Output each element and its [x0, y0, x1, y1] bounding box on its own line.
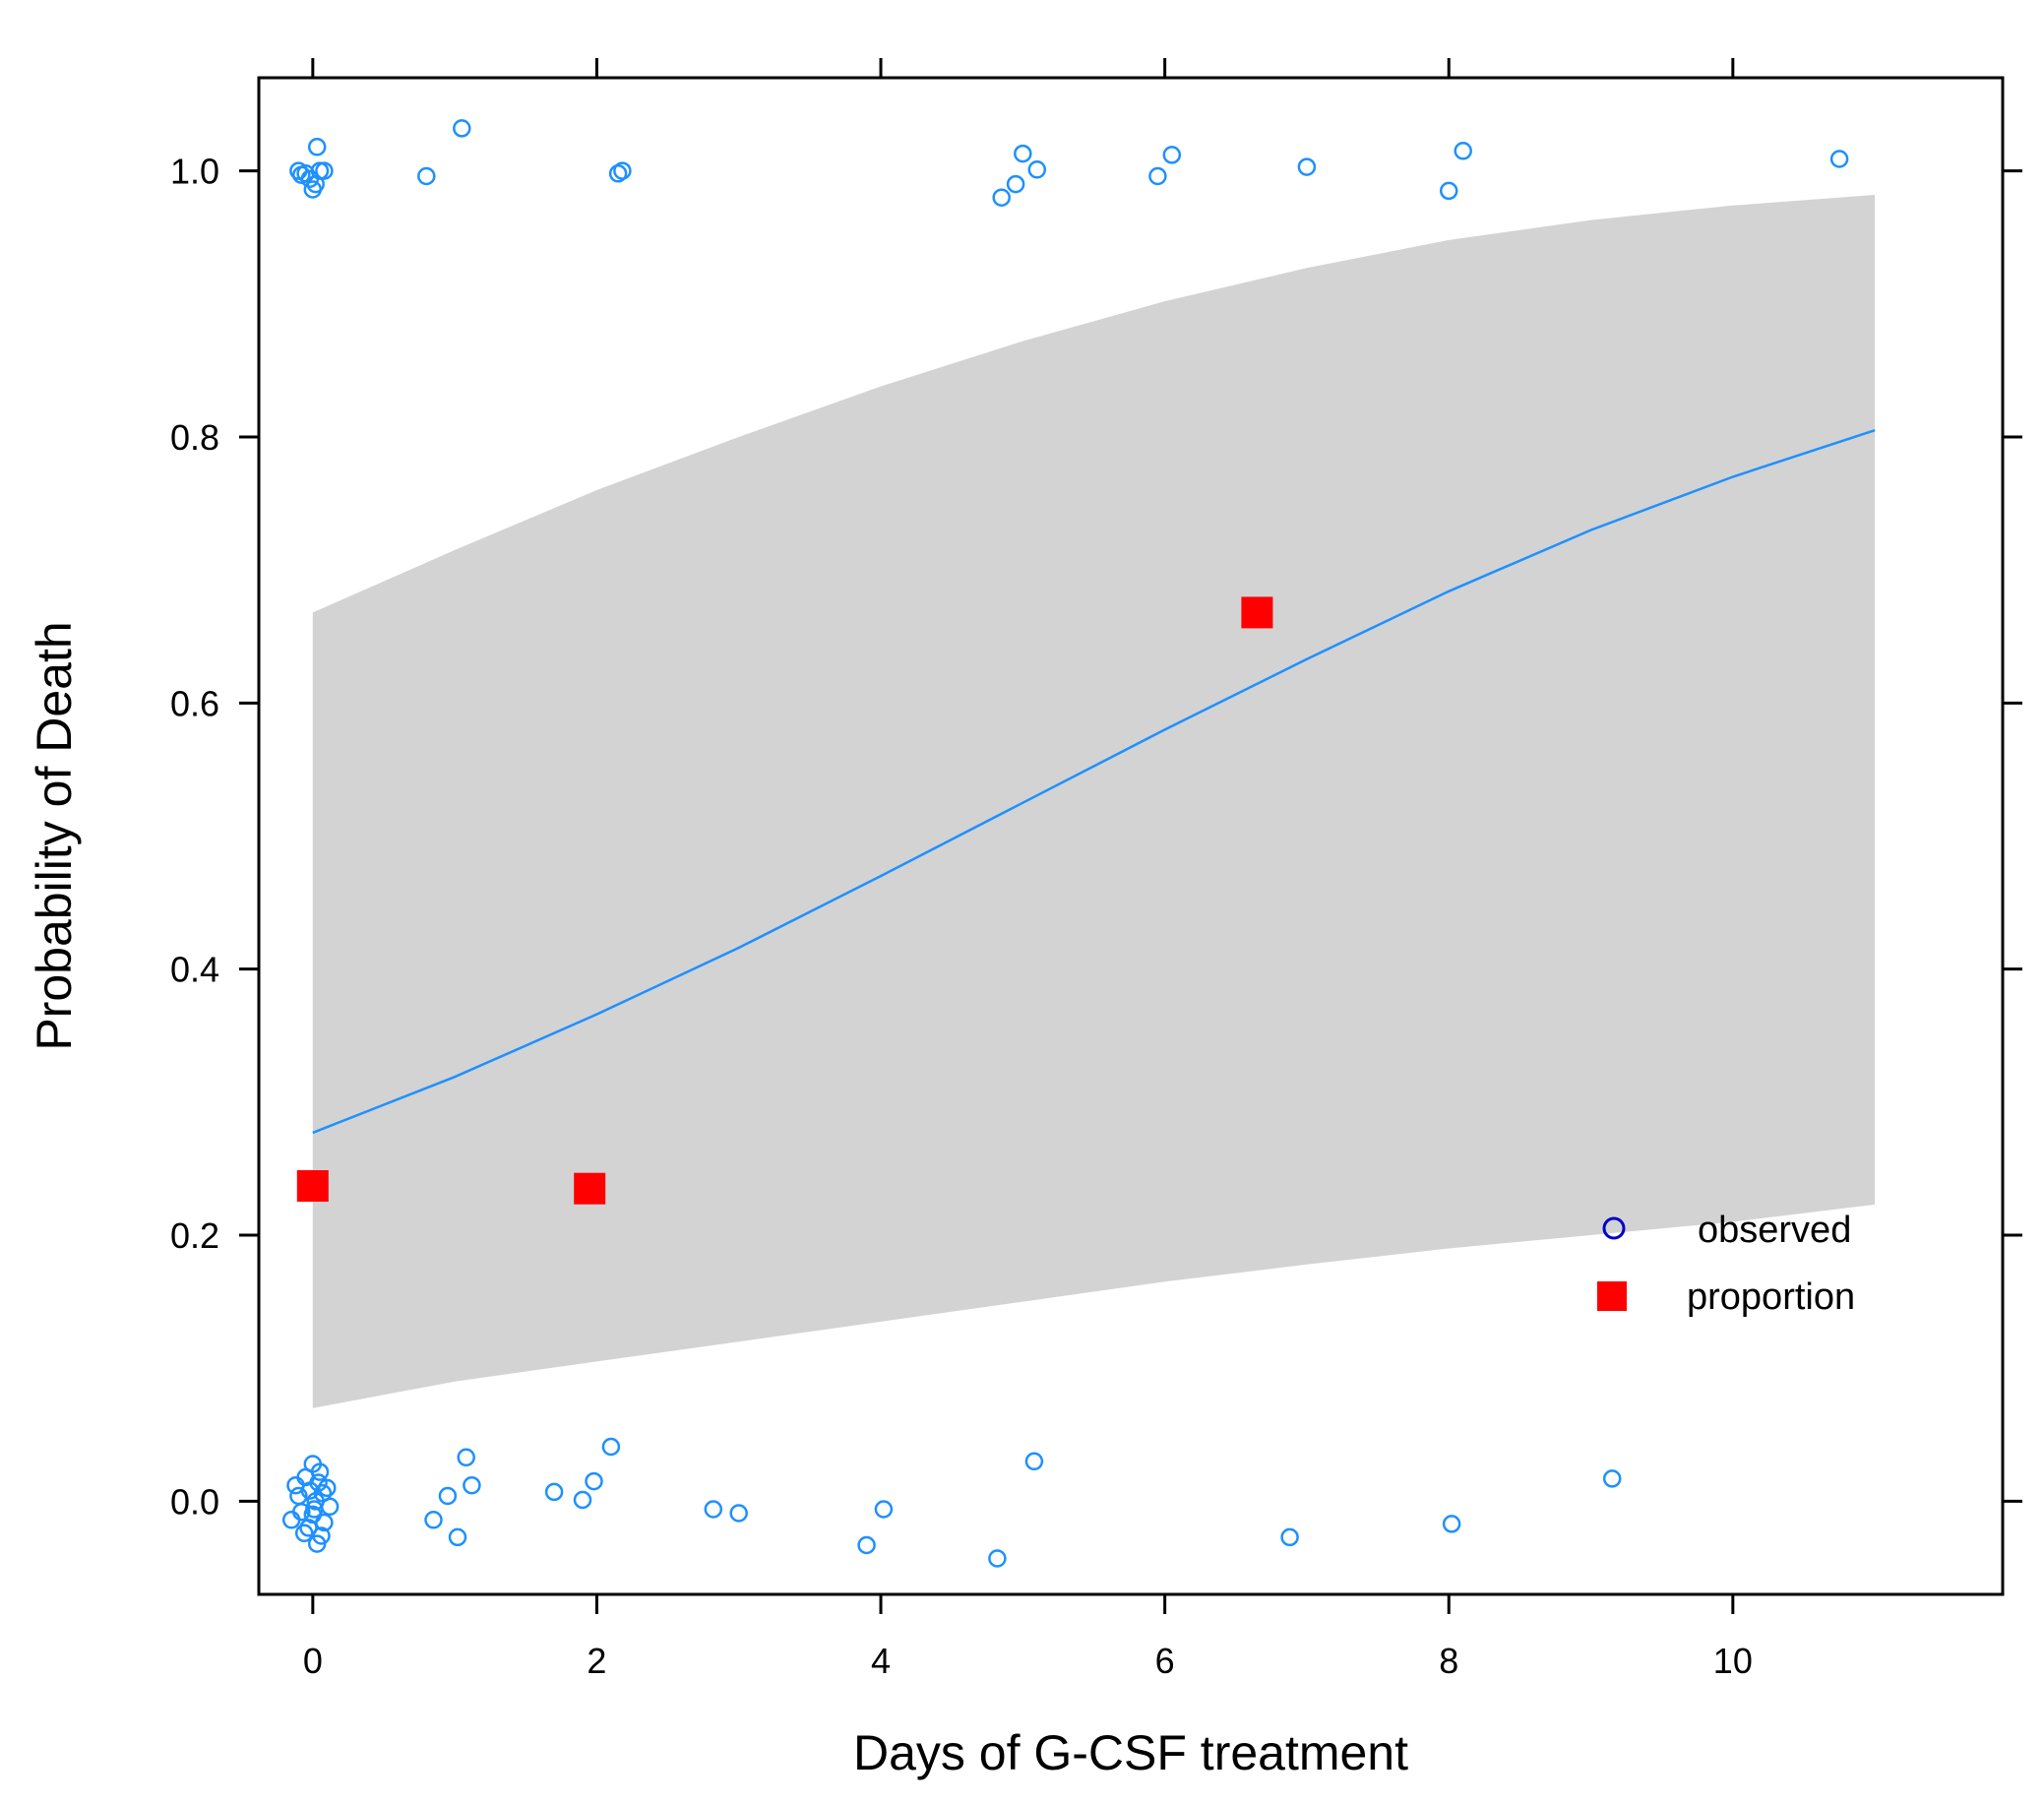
- observed-point: [310, 1462, 330, 1481]
- observed-point: [585, 1471, 603, 1491]
- observed-point: [424, 1511, 443, 1529]
- x-tick-label: 6: [1155, 1641, 1175, 1681]
- observed-point: [704, 1500, 723, 1519]
- proportion-point: [1241, 596, 1273, 629]
- observed-point: [453, 119, 471, 138]
- observed-point: [1006, 174, 1025, 194]
- y-tick-label: 0.8: [170, 417, 219, 458]
- observed-point: [1027, 160, 1047, 179]
- observed-point: [1014, 144, 1032, 163]
- observed-point: [1297, 157, 1317, 176]
- fitted-line-layer: [312, 429, 1876, 1135]
- confidence-band-layer: [312, 195, 1876, 1408]
- observed-point: [312, 1526, 331, 1545]
- observed-point: [544, 1482, 564, 1502]
- observed-point: [988, 1549, 1007, 1568]
- y-tick-label: 0.4: [170, 950, 219, 990]
- y-axis-ticks: 0.0 0.2 0.4 0.6 0.8 1.0: [170, 152, 2022, 1522]
- observed-point: [1162, 146, 1182, 164]
- x-tick-label: 2: [587, 1641, 606, 1681]
- observed-point: [303, 180, 323, 199]
- legend: observed proportion: [1597, 1210, 1855, 1318]
- observed-point: [729, 1504, 748, 1523]
- x-tick-label: 0: [303, 1641, 323, 1681]
- y-tick-label: 0.6: [170, 683, 219, 723]
- observed-point: [417, 166, 436, 186]
- legend-proportion-label: proportion: [1687, 1276, 1855, 1318]
- y-tick-label: 0.2: [170, 1215, 219, 1256]
- observed-point: [601, 1437, 621, 1457]
- observed-point: [305, 1500, 324, 1519]
- observed-points-layer: [281, 119, 1849, 1568]
- fitted-line: [312, 429, 1876, 1135]
- observed-point: [1442, 1515, 1461, 1533]
- observed-point: [1602, 1469, 1622, 1488]
- observed-point: [300, 1481, 320, 1500]
- observed-point: [315, 1513, 334, 1532]
- observed-point: [613, 161, 632, 180]
- proportion-point: [574, 1172, 606, 1205]
- observed-point: [281, 1511, 301, 1529]
- observed-point: [448, 1527, 467, 1547]
- observed-point: [1439, 181, 1458, 201]
- observed-point: [1454, 142, 1472, 160]
- proportion-point: [296, 1170, 329, 1202]
- x-axis-ticks: 0 2 4 6 8 10: [303, 58, 1753, 1681]
- observed-point: [1148, 166, 1167, 186]
- legend-proportion-marker: [1597, 1281, 1627, 1311]
- x-tick-label: 10: [1713, 1641, 1753, 1681]
- confidence-band: [312, 195, 1876, 1408]
- y-tick-label: 1.0: [170, 152, 219, 192]
- x-tick-label: 8: [1439, 1641, 1458, 1681]
- y-tick-label: 0.0: [170, 1481, 219, 1522]
- y-axis-title: Probability of Death: [27, 621, 82, 1050]
- x-axis-title: Days of G-CSF treatment: [853, 1725, 1408, 1780]
- observed-point: [874, 1500, 894, 1519]
- observed-point: [1280, 1527, 1299, 1547]
- legend-observed-marker: [1602, 1216, 1626, 1240]
- proportion-points-layer: [296, 596, 1273, 1205]
- observed-point: [438, 1486, 458, 1506]
- observed-point: [294, 1524, 314, 1543]
- observed-point: [463, 1475, 481, 1495]
- observed-point: [457, 1448, 475, 1467]
- legend-observed-label: observed: [1698, 1210, 1851, 1251]
- observed-point: [320, 1497, 340, 1517]
- observed-point: [992, 188, 1011, 207]
- x-tick-label: 4: [871, 1641, 891, 1681]
- observed-point: [857, 1535, 876, 1555]
- plot-frame: [257, 76, 2005, 1596]
- observed-point: [307, 138, 327, 156]
- observed-point: [292, 1502, 311, 1522]
- observed-point: [315, 161, 334, 180]
- observed-point: [292, 165, 311, 184]
- observed-point: [573, 1490, 592, 1510]
- observed-point: [1829, 150, 1849, 168]
- observed-point: [1024, 1452, 1044, 1471]
